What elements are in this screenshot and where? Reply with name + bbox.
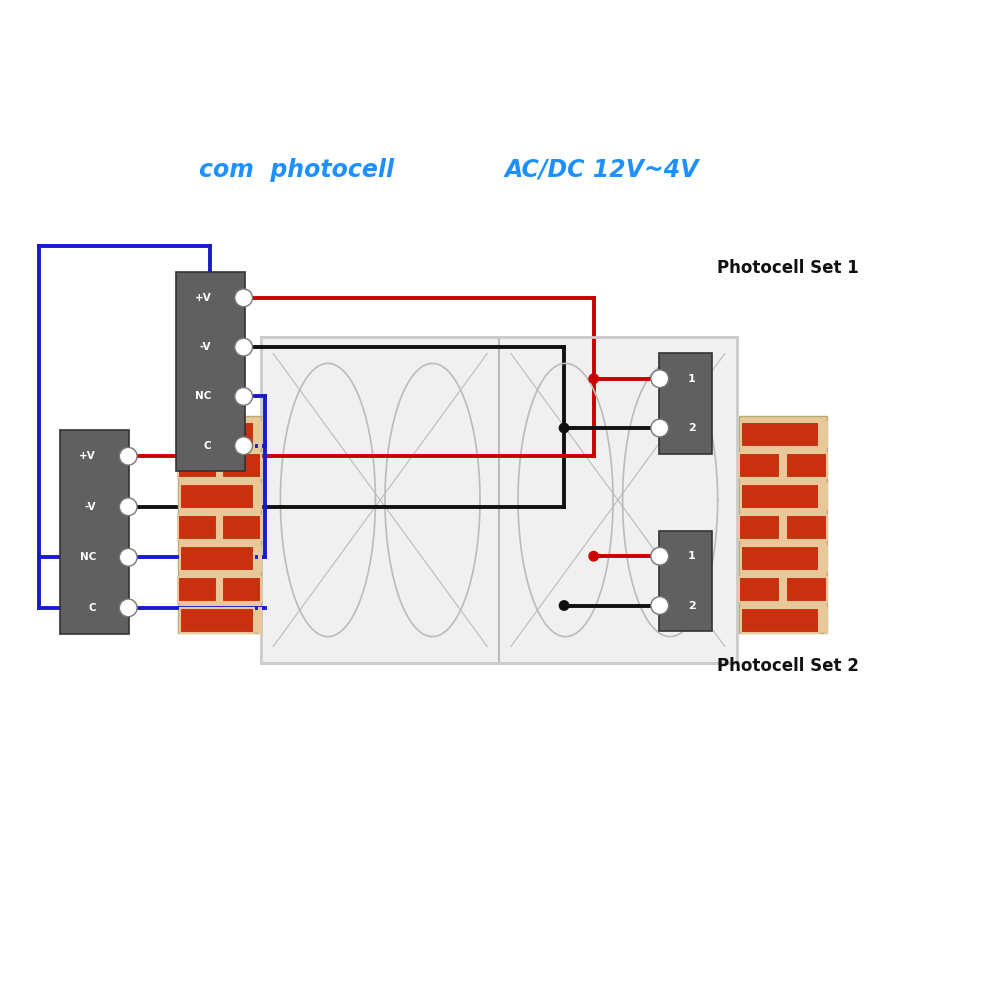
Bar	[825, 608, 827, 633]
Bar	[222, 515, 261, 540]
Circle shape	[559, 600, 570, 611]
Bar	[222, 577, 261, 602]
FancyBboxPatch shape	[659, 353, 712, 454]
Circle shape	[235, 388, 252, 405]
Bar	[178, 577, 217, 602]
Text: AC/DC 12V~4V: AC/DC 12V~4V	[505, 158, 699, 182]
Bar	[178, 453, 217, 478]
Text: NC: NC	[195, 391, 211, 401]
FancyBboxPatch shape	[60, 430, 129, 634]
Text: 2: 2	[688, 601, 696, 611]
Bar	[739, 577, 780, 602]
Text: 2: 2	[688, 423, 696, 433]
Text: 1: 1	[688, 551, 696, 561]
Bar	[180, 422, 254, 447]
Bar	[178, 515, 217, 540]
Circle shape	[651, 547, 669, 565]
Text: -V: -V	[85, 502, 96, 512]
Circle shape	[235, 289, 252, 307]
Text: NC: NC	[80, 552, 96, 562]
Bar	[741, 546, 819, 571]
Bar	[180, 546, 254, 571]
Bar	[825, 484, 827, 509]
Bar	[739, 453, 780, 478]
Bar	[259, 422, 261, 447]
Bar	[741, 422, 819, 447]
Text: Photocell Set 2: Photocell Set 2	[717, 657, 859, 675]
Text: com  photocell: com photocell	[199, 158, 394, 182]
Circle shape	[119, 498, 137, 516]
Bar	[739, 416, 827, 633]
Bar	[786, 515, 827, 540]
Bar	[741, 484, 819, 509]
Circle shape	[588, 551, 599, 562]
Circle shape	[119, 447, 137, 465]
Bar	[222, 453, 261, 478]
Bar	[786, 453, 827, 478]
FancyBboxPatch shape	[176, 272, 245, 471]
Bar	[259, 484, 261, 509]
Circle shape	[651, 419, 669, 437]
Bar	[825, 546, 827, 571]
Bar	[786, 577, 827, 602]
Text: +V: +V	[79, 451, 96, 461]
Bar	[180, 608, 254, 633]
Circle shape	[651, 370, 669, 388]
Bar	[741, 608, 819, 633]
Circle shape	[119, 599, 137, 617]
Bar	[261, 337, 737, 663]
Circle shape	[588, 373, 599, 384]
Text: C: C	[204, 441, 211, 451]
Bar	[259, 546, 261, 571]
Circle shape	[651, 597, 669, 614]
Circle shape	[235, 437, 252, 455]
Text: C: C	[88, 603, 96, 613]
Text: 1: 1	[688, 374, 696, 384]
Circle shape	[235, 338, 252, 356]
Bar	[825, 422, 827, 447]
Text: Photocell Set 1: Photocell Set 1	[717, 259, 859, 277]
Bar	[178, 416, 261, 633]
Bar	[739, 515, 780, 540]
Text: -V: -V	[200, 342, 211, 352]
Bar	[259, 608, 261, 633]
Circle shape	[559, 423, 570, 433]
Bar	[180, 484, 254, 509]
Text: +V: +V	[195, 293, 211, 303]
Circle shape	[119, 548, 137, 566]
FancyBboxPatch shape	[659, 531, 712, 631]
